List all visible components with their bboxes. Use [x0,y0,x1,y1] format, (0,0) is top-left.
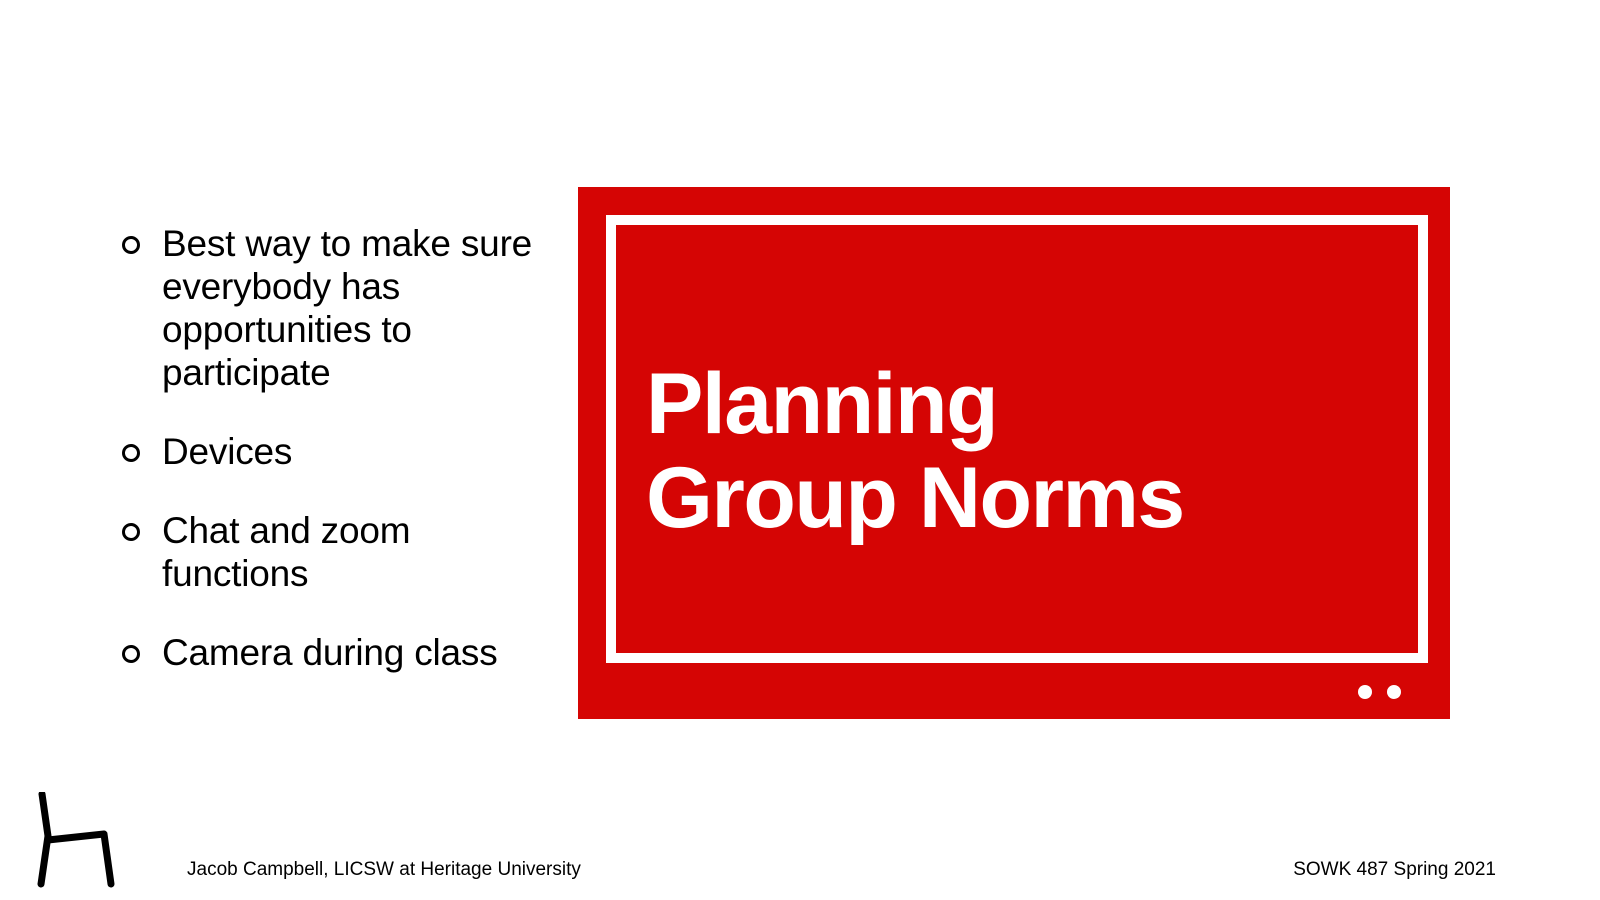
bullet-text: Devices [162,431,293,472]
bullet-item: Best way to make sure everybody has oppo… [120,222,540,394]
footer-course: SOWK 487 Spring 2021 [1293,859,1496,880]
bullet-item: Camera during class [120,631,540,674]
bullet-circle-icon [122,645,140,663]
dot-icon [1387,685,1401,699]
footer-author: Jacob Campbell, LICSW at Heritage Univer… [187,859,581,880]
bullet-circle-icon [122,444,140,462]
title-card: Planning Group Norms [578,187,1450,719]
bullet-text: Best way to make sure everybody has oppo… [162,223,533,393]
slide-title-line-1: Planning [646,356,999,452]
slide-title: Planning Group Norms [646,356,1185,546]
slide-title-line-2: Group Norms [646,450,1185,546]
dot-icon [1358,685,1372,699]
chair-icon [37,792,115,888]
bullet-list: Best way to make sure everybody has oppo… [120,222,540,710]
bullet-item: Devices [120,430,540,473]
title-card-frame [606,215,1428,663]
bullet-circle-icon [122,523,140,541]
bullet-text: Camera during class [162,632,498,673]
bullet-circle-icon [122,236,140,254]
bullet-item: Chat and zoom functions [120,509,540,595]
bullet-text: Chat and zoom functions [162,510,411,594]
